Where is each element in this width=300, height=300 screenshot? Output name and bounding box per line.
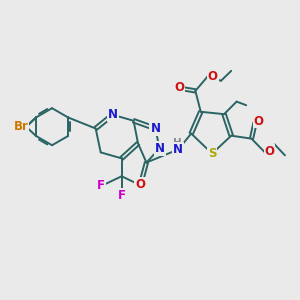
Text: O: O [264,145,274,158]
Text: F: F [138,179,146,192]
Text: F: F [97,179,105,192]
Text: N: N [150,122,161,135]
Text: O: O [135,178,145,190]
Text: S: S [208,147,216,160]
Text: O: O [174,81,184,94]
Text: F: F [118,189,126,202]
Text: H: H [173,138,182,148]
Text: O: O [208,70,218,83]
Text: Br: Br [14,120,28,133]
Text: O: O [254,115,264,128]
Text: N: N [173,143,183,156]
Text: N: N [154,142,165,155]
Text: N: N [108,108,118,121]
